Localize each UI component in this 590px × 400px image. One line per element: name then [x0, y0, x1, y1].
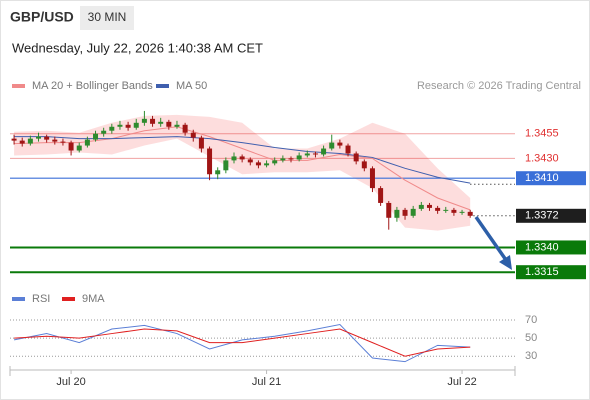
timeframe: 30 MIN: [88, 10, 127, 24]
candle-body: [76, 145, 82, 151]
candle-body: [247, 159, 253, 163]
candle-body: [52, 139, 58, 142]
candle-body: [321, 148, 327, 155]
candle-body: [394, 209, 400, 218]
candle-body: [288, 158, 294, 160]
candle-body: [158, 121, 164, 124]
candle-body: [296, 155, 302, 160]
candle-body: [109, 126, 115, 131]
candle-body: [27, 138, 33, 144]
candle-body: [369, 168, 375, 189]
candle-body: [223, 160, 229, 171]
timeframe-box: [80, 6, 134, 30]
candle-body: [304, 153, 310, 156]
candle-body: [402, 209, 408, 216]
y-tick-label: 70: [525, 314, 537, 326]
candle-body: [353, 153, 359, 162]
candle-body: [215, 170, 221, 175]
candle-body: [207, 148, 213, 175]
legend-label: MA 20 + Bollinger Bands: [32, 80, 153, 92]
candle-body: [36, 136, 42, 139]
legend-swatch: [12, 84, 25, 88]
y-tick-label: 30: [525, 350, 537, 362]
rsi-line: [13, 323, 471, 363]
level-label: 1.3455: [525, 128, 559, 140]
candle-body: [125, 124, 131, 128]
candle-body: [361, 161, 367, 169]
x-tick-label: Jul 20: [56, 376, 85, 388]
candle-body: [44, 136, 50, 140]
candle-body: [312, 153, 318, 155]
candle-body: [418, 204, 424, 209]
level-label: 1.3315: [525, 266, 559, 278]
candle-body: [264, 163, 270, 166]
candle-body: [426, 204, 432, 208]
candle-body: [19, 140, 25, 144]
legend-label: MA 50: [176, 80, 207, 92]
bollinger-band: [14, 114, 471, 231]
candle-body: [101, 130, 107, 134]
candle-body: [255, 162, 261, 166]
candle-body: [378, 188, 384, 203]
candle-body: [84, 139, 90, 146]
x-tick-label: Jul 21: [252, 376, 281, 388]
source: Research © 2026 Trading Central: [417, 80, 581, 92]
candle-body: [68, 142, 74, 151]
candle-body: [467, 211, 473, 216]
candle-body: [435, 207, 441, 211]
forecast-arrow: [474, 215, 508, 262]
candle-body: [451, 209, 457, 213]
rsi-line: [14, 328, 471, 357]
y-tick-label: 50: [525, 332, 537, 344]
candle-body: [443, 209, 449, 211]
candle-body: [117, 124, 123, 127]
candle-body: [60, 141, 66, 143]
candle-body: [329, 142, 335, 149]
candle-body: [386, 202, 392, 218]
legend-label: 9MA: [82, 293, 105, 305]
level-box: [516, 208, 586, 223]
datetime: Wednesday, July 22, 2026 1:40:38 AM CET: [12, 40, 263, 55]
candle-body: [182, 124, 188, 133]
candle-body: [190, 132, 196, 138]
candle-body: [231, 156, 237, 161]
level-label: 1.3372: [525, 210, 559, 222]
candle-body: [150, 118, 156, 124]
level-box: [516, 240, 586, 255]
level-box: [516, 265, 586, 280]
candle-body: [345, 145, 351, 154]
level-label: 1.3410: [525, 172, 559, 184]
candle-body: [198, 137, 204, 149]
candle-body: [11, 138, 17, 141]
level-box: [516, 171, 586, 186]
candle-body: [166, 121, 172, 127]
indicator-line: [14, 126, 471, 211]
legend-swatch: [62, 297, 75, 301]
candle-body: [141, 118, 147, 123]
level-label: 1.3340: [525, 241, 559, 253]
candle-body: [280, 158, 286, 161]
x-tick-label: Jul 22: [447, 376, 476, 388]
level-label: 1.3430: [525, 152, 559, 164]
candle-body: [410, 208, 416, 216]
legend-label: RSI: [32, 293, 50, 305]
symbol: GBP/USD: [10, 9, 74, 25]
candle-body: [133, 122, 139, 128]
candle-body: [174, 124, 180, 127]
candle-body: [337, 142, 343, 146]
candle-body: [239, 156, 245, 160]
indicator-line: [14, 136, 471, 184]
candle-body: [459, 211, 465, 213]
candle-body: [93, 133, 99, 140]
candle-body: [272, 160, 278, 164]
legend-swatch: [12, 297, 25, 301]
legend-swatch: [156, 84, 169, 88]
forecast-arrow-head: [499, 255, 512, 270]
